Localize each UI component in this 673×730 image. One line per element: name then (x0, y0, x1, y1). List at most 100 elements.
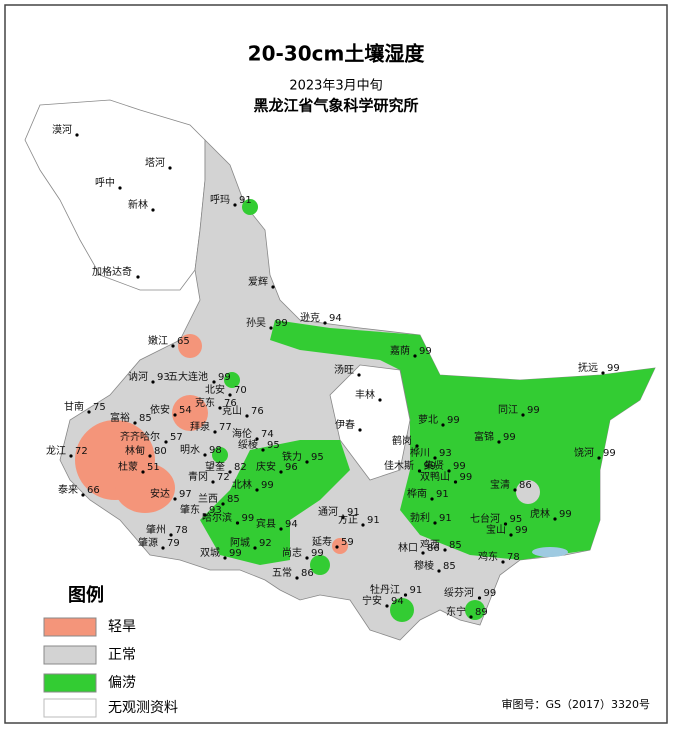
station-value: 78 (175, 525, 188, 536)
station-name: 北林 (232, 478, 252, 491)
station-name: 尚志 (282, 546, 302, 559)
station-value: 91 (347, 507, 360, 518)
station-dot (447, 469, 451, 473)
station-dot (279, 470, 283, 474)
station-dot (513, 488, 517, 492)
drought-region (178, 334, 202, 358)
station-dot (403, 593, 408, 597)
station-value: 78 (507, 552, 520, 563)
station-name: 丰林 (355, 388, 375, 401)
station-dot (168, 166, 172, 170)
station-value: 95 (510, 514, 523, 525)
station-dot (235, 521, 240, 525)
station-dot (203, 453, 207, 457)
station-name: 庆安 (256, 460, 276, 473)
station-name: 集贤 (424, 459, 444, 472)
waterlogged-region (224, 372, 240, 388)
station-name: 铁力 (282, 450, 302, 463)
station-value: 99 (484, 588, 497, 599)
station-dot (221, 502, 225, 506)
station-value: 99 (527, 405, 540, 416)
legend-swatch (43, 645, 97, 665)
station-name: 加格达奇 (92, 265, 132, 278)
station-dot (151, 380, 155, 384)
station-value: 85 (443, 561, 456, 572)
station-dot (171, 344, 175, 348)
station-name: 依安 (150, 403, 170, 416)
station-value: 72 (217, 472, 230, 483)
station-dot (118, 186, 122, 190)
station-value: 82 (234, 462, 247, 473)
station-name: 桦南 (407, 487, 427, 500)
station-value: 85 (227, 494, 240, 505)
station-value: 94 (329, 313, 342, 324)
station-value: 57 (170, 432, 183, 443)
station-value: 98 (209, 445, 222, 456)
station-name: 穆棱 (414, 559, 434, 572)
station-value: 76 (251, 406, 264, 417)
institute: 黑龙江省气象科学研究所 (253, 97, 418, 115)
station-dot (415, 444, 419, 448)
station-dot (597, 456, 601, 460)
station-name: 通河 (318, 506, 338, 518)
subtitle: 2023年3月中旬 (289, 79, 382, 94)
station-value: 54 (179, 405, 192, 416)
station-dot (164, 440, 168, 444)
station-dot (233, 203, 237, 207)
station-value: 95 (311, 452, 324, 463)
station-value: 99 (607, 363, 620, 374)
station-value: 74 (261, 429, 274, 440)
station-value: 99 (460, 472, 473, 483)
station-name: 肇源 (138, 536, 158, 549)
station-name: 呼玛 (210, 194, 230, 206)
station-name: 嫩江 (148, 334, 168, 347)
station-dot (173, 413, 177, 417)
station-name: 东宁 (446, 605, 466, 618)
station-dot (553, 517, 557, 521)
station-dot (385, 604, 389, 608)
station-dot (413, 354, 417, 358)
station-value: 93 (157, 372, 170, 383)
station-dot (151, 208, 155, 212)
drought-region (172, 395, 208, 431)
station-name: 杜蒙 (118, 460, 138, 473)
station-value: 85 (139, 413, 152, 424)
station-name: 漠河 (52, 124, 72, 136)
station-name: 肇东 (180, 503, 200, 516)
legend-label: 偏涝 (108, 675, 136, 691)
station-value: 96 (285, 462, 298, 473)
station-name: 牡丹江 (370, 583, 400, 596)
station-name: 哈尔滨 (202, 511, 232, 524)
station-name: 孙吴 (246, 316, 266, 329)
station-dot (81, 493, 85, 497)
no-data-region (329, 364, 411, 481)
station-name: 安达 (150, 487, 170, 500)
legend-label: 无观测资料 (108, 700, 178, 716)
station-dot (218, 406, 222, 410)
lake (532, 547, 568, 557)
station-value: 86 (427, 543, 440, 554)
station-dot (271, 285, 275, 289)
station-dot (75, 133, 79, 137)
station-dot (358, 428, 362, 432)
station-dot (361, 523, 365, 527)
station-value: 99 (603, 448, 616, 459)
station-dot (503, 522, 508, 526)
station-value: 99 (503, 432, 516, 443)
drought-region (332, 538, 348, 554)
station-name: 青冈 (188, 470, 208, 483)
station-name: 齐齐哈尔 (120, 430, 160, 443)
station-dot (378, 398, 382, 402)
station-dot (443, 548, 447, 552)
station-name: 塔河 (145, 156, 165, 169)
station-name: 七台河 (470, 512, 500, 525)
station-dot (148, 454, 152, 458)
station-value: 91 (367, 515, 380, 526)
waterlogged-region (242, 199, 258, 215)
station-dot (161, 546, 165, 550)
legend-swatch (43, 617, 97, 637)
station-value: 99 (275, 318, 288, 329)
station-dot (430, 497, 434, 501)
station-name: 萝北 (418, 414, 438, 426)
